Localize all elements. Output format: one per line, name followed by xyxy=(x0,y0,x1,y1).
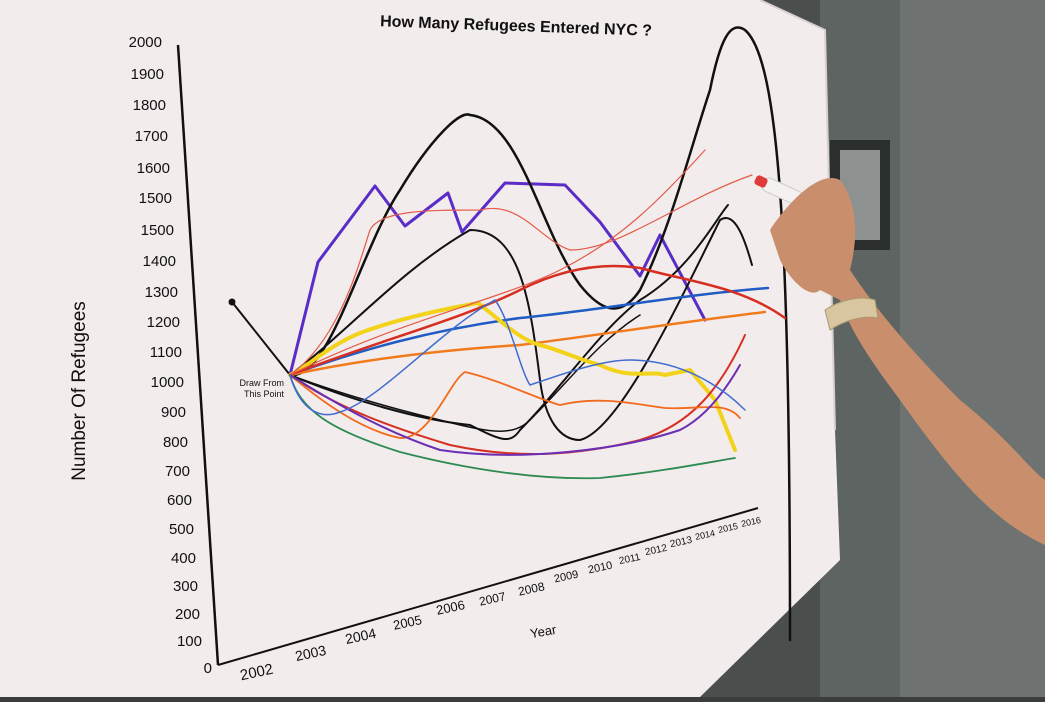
y-tick: 900 xyxy=(160,404,186,421)
guess-line-black-2 xyxy=(289,217,753,441)
guess-line-red-thin-2 xyxy=(289,149,706,376)
x-axis-line xyxy=(217,507,759,666)
y-tick: 1000 xyxy=(150,374,184,391)
y-tick: 300 xyxy=(172,578,198,595)
guess-line-green xyxy=(289,374,736,480)
y-tick: 700 xyxy=(164,463,190,480)
y-tick: 200 xyxy=(174,606,200,623)
annotation-line-2: This Point xyxy=(243,389,284,399)
y-tick: 1400 xyxy=(142,253,176,270)
guess-line-yellow xyxy=(288,301,737,452)
y-tick: 400 xyxy=(170,550,196,567)
y-tick: 500 xyxy=(168,521,194,538)
y-tick: 100 xyxy=(176,633,202,650)
y-tick: 1300 xyxy=(144,284,178,301)
y-tick: 800 xyxy=(162,434,188,451)
y-tick: 0 xyxy=(203,660,212,677)
y-tick: 1900 xyxy=(130,66,164,83)
y-tick: 600 xyxy=(166,492,192,509)
guess-line-red-thin xyxy=(289,174,753,376)
bracelet xyxy=(824,297,879,331)
y-tick: 1700 xyxy=(134,128,168,145)
y-tick: 1500 xyxy=(140,222,174,239)
y-tick: 1600 xyxy=(136,160,170,177)
y-tick: 1100 xyxy=(149,344,182,361)
y-tick: 1200 xyxy=(146,314,180,331)
guess-line-orange-low xyxy=(289,371,741,439)
guess-line-black-peak xyxy=(288,26,792,642)
start-annotation: Draw From This Point xyxy=(224,378,285,400)
guess-line-lightblue xyxy=(289,299,746,416)
guess-line-purple-low xyxy=(289,364,741,456)
y-tick: 1800 xyxy=(132,97,166,114)
y-tick: 1500 xyxy=(138,190,172,207)
guess-line-black-4 xyxy=(289,314,641,432)
starter-line xyxy=(231,301,291,376)
guess-line-red-1 xyxy=(288,264,787,377)
guess-line-blue xyxy=(288,286,770,377)
visitor-guess-lines xyxy=(288,26,792,642)
y-tick: 2000 xyxy=(128,34,162,51)
guess-line-orange xyxy=(288,310,767,377)
y-axis-label: Number Of Refugees xyxy=(68,301,90,481)
arm xyxy=(770,178,1045,698)
annotation-line-1: Draw From xyxy=(239,378,285,388)
y-axis-line xyxy=(176,44,220,666)
